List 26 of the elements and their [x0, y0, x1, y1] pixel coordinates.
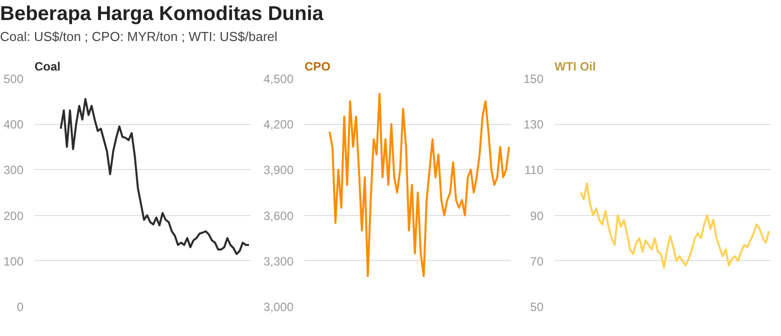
y-tick-label: 3,900 [263, 163, 294, 178]
y-tick-label: 0 [16, 300, 24, 314]
chart-title: Coal [34, 60, 61, 74]
y-tick-label: 130 [523, 118, 544, 132]
chart-title: WTI Oil [554, 60, 596, 74]
line-series [328, 92, 510, 278]
y-tick-label: 90 [530, 208, 544, 223]
y-tick-label: 4,200 [263, 118, 294, 132]
y-tick-label: 50 [530, 300, 544, 314]
y-tick-label: 3,600 [263, 208, 294, 223]
y-tick-label: 110 [524, 163, 544, 178]
y-tick-label: 150 [523, 72, 544, 86]
y-tick-label: 200 [3, 208, 24, 223]
y-tick-label: 300 [3, 163, 24, 178]
y-tick-label: 100 [3, 254, 24, 268]
y-tick-label: 4,500 [263, 72, 294, 86]
y-tick-label: 400 [3, 118, 24, 132]
text: Coal: US$/ton ; CPO: MYR/ton ; WTI: US$/barel [0, 28, 278, 46]
text: Beberapa Harga Komoditas Dunia [0, 2, 324, 27]
line-series [580, 182, 770, 269]
chart-title: CPO [304, 60, 331, 74]
y-tick-label: 3,000 [263, 300, 294, 314]
y-tick-label: 3,300 [263, 254, 294, 268]
y-tick-label: 70 [530, 254, 544, 268]
line-series [60, 98, 250, 256]
y-tick-label: 500 [3, 72, 24, 86]
